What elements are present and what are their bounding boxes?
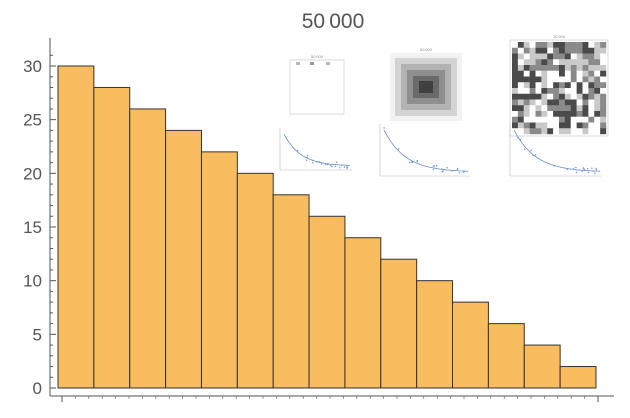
axes-group: 0 5 10 15 20 25 30 — [23, 38, 614, 402]
bars-group — [57, 65, 597, 389]
y-tick-label: 15 — [23, 218, 42, 237]
bar — [344, 237, 382, 389]
inset-title-1: 50 000 — [311, 54, 324, 59]
bar — [523, 344, 561, 389]
bar — [57, 65, 95, 389]
inset-thumbnails: 50 000 50 000 10 000 — [279, 34, 609, 177]
y-tick-label: 20 — [23, 164, 42, 183]
bar — [129, 108, 167, 389]
bar — [93, 86, 131, 389]
bar — [416, 280, 454, 389]
bar — [165, 129, 202, 389]
inset-matrix-concentric: 50 000 — [390, 47, 462, 121]
inset-title-3: 10 000 — [553, 34, 566, 39]
chart-title: 50 000 — [302, 10, 365, 33]
y-tick-label: 30 — [23, 57, 42, 76]
bar — [272, 194, 310, 389]
inset-matrix-random: 10 000 — [509, 34, 609, 137]
y-tick-label: 5 — [33, 325, 42, 344]
bar — [487, 323, 525, 389]
bar — [200, 151, 238, 389]
inset-fit-plots — [279, 124, 602, 177]
inset-title-2: 50 000 — [420, 47, 433, 52]
bar — [380, 258, 418, 389]
bar — [308, 215, 346, 389]
y-tick-label: 0 — [33, 379, 42, 398]
y-tick-label: 25 — [23, 111, 42, 130]
bar — [236, 172, 274, 389]
inset-matrix-sparse: 50 000 — [289, 54, 345, 115]
bar — [452, 301, 489, 389]
y-tick-label: 10 — [23, 272, 42, 291]
bar — [559, 366, 597, 389]
